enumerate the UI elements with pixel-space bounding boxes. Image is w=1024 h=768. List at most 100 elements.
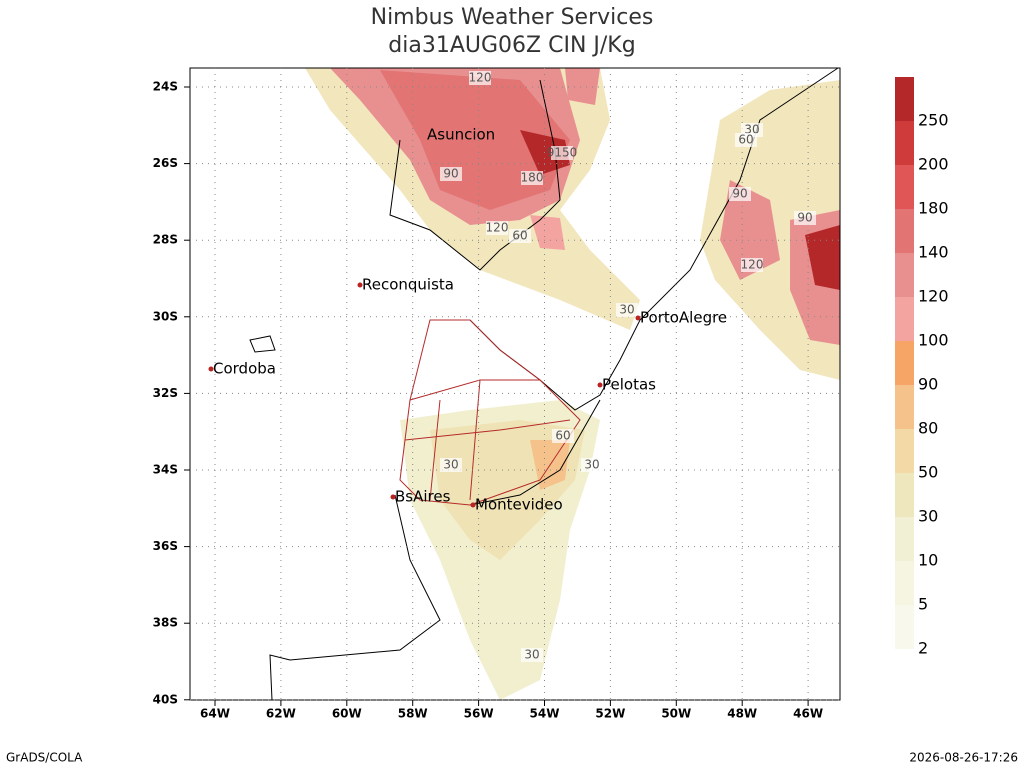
colorbar-box: [895, 165, 914, 209]
lat-label: 30S: [153, 309, 178, 323]
contour-label-bg: [616, 303, 638, 317]
city-dot: [390, 494, 396, 500]
colorbar-label: 250: [918, 111, 949, 130]
colorbar-box: [895, 209, 914, 253]
contour-label-bg: [729, 187, 751, 201]
contour-label-bg: [551, 146, 573, 160]
contour-label-bg: [440, 167, 462, 181]
contour-label: 60: [738, 133, 753, 147]
colorbar-box: [895, 121, 914, 165]
contour-label-bg: [521, 648, 543, 662]
colorbar-box: [895, 561, 914, 605]
colorbar-label: 120: [918, 287, 949, 306]
city-dot: [470, 502, 476, 508]
lat-label: 36S: [153, 539, 178, 553]
contour-label: 180: [521, 171, 544, 185]
city-dot: [357, 282, 363, 288]
border: [399, 319, 581, 506]
contour-label-bg: [440, 458, 462, 472]
colorbar-box: [895, 517, 914, 561]
colorbar-box: [895, 473, 914, 517]
lon-label: 46W: [793, 707, 823, 721]
colorbar-label: 80: [918, 419, 938, 438]
colorbar-label: 200: [918, 155, 949, 174]
lon-label: 64W: [200, 707, 230, 721]
lon-label: 48W: [727, 707, 757, 721]
colorbar-label: 2: [918, 639, 928, 658]
lon-label: 56W: [464, 707, 494, 721]
city-dot: [635, 315, 641, 321]
border: [404, 379, 571, 501]
contour-label: 60: [555, 429, 570, 443]
colorbar-label: 140: [918, 243, 949, 262]
lon-label: 54W: [530, 707, 560, 721]
city-label: Reconquista: [362, 276, 454, 294]
field: [565, 68, 600, 105]
colorbar-label: 10: [918, 551, 938, 570]
footer-left: GrADS/COLA: [6, 751, 83, 765]
lat-label: 34S: [153, 463, 178, 477]
contour-label-bg: [741, 258, 763, 272]
lon-label: 62W: [266, 707, 296, 721]
colorbar-label: 30: [918, 507, 938, 526]
lon-label: 52W: [595, 707, 625, 721]
footer-right: 2026-08-26-17:26: [909, 751, 1018, 765]
colorbar-box: [895, 385, 914, 429]
colorbar-box: [895, 297, 914, 341]
field: [805, 225, 840, 290]
city-label: Pelotas: [602, 376, 656, 394]
contour-label-bg: [735, 133, 757, 147]
contour-label: 60: [512, 229, 527, 243]
colorbar-label: 180: [918, 199, 949, 218]
subtitle: dia31AUG06Z CIN J/Kg: [388, 33, 635, 58]
contour-label-bg: [509, 229, 531, 243]
map-fields: [305, 68, 840, 700]
lat-label: 32S: [153, 386, 178, 400]
colorbar-label: 50: [918, 463, 938, 482]
lon-label: 60W: [332, 707, 362, 721]
contour-label-bg: [486, 221, 508, 235]
coastline: [469, 399, 601, 506]
city-label: PortoAlegre: [640, 309, 727, 327]
contour-label: 90: [797, 211, 812, 225]
title: Nimbus Weather Services: [371, 5, 654, 30]
colorbar-label: 5: [918, 595, 928, 614]
colorbar-box: [895, 77, 914, 121]
border: [389, 79, 561, 271]
colorbar-box: [895, 429, 914, 473]
contour-label: 90: [443, 167, 458, 181]
lon-label: 50W: [661, 707, 691, 721]
field: [720, 180, 780, 280]
city-dot: [208, 366, 214, 372]
contour-label: 30: [524, 648, 539, 662]
field: [530, 215, 565, 250]
colorbar-label: 90: [918, 375, 938, 394]
contour-label: 30: [584, 458, 599, 472]
state-borders: [399, 319, 581, 506]
lat-label: 28S: [153, 233, 178, 247]
contour-label: 30: [619, 303, 634, 317]
contour-label: 120: [741, 258, 764, 272]
lake: [249, 335, 276, 353]
city-label: Asuncion: [427, 126, 495, 144]
city-label: BsAires: [395, 488, 451, 506]
city-label: Cordoba: [213, 360, 276, 378]
contour-label: 30: [443, 458, 458, 472]
contour-label-bg: [794, 211, 816, 225]
city-label: Montevideo: [475, 496, 563, 514]
contour-label: 120: [486, 221, 509, 235]
lon-label: 58W: [398, 707, 428, 721]
contour-label-bg: [552, 429, 574, 443]
lat-label: 24S: [153, 80, 178, 94]
colorbar-box: [895, 341, 914, 385]
contour-label-bg: [581, 458, 603, 472]
colorbar-box: [895, 253, 914, 297]
coastline: [269, 494, 441, 701]
city-dot: [597, 382, 603, 388]
lat-label: 40S: [153, 692, 178, 706]
contour-label-bg: [521, 171, 543, 185]
colorbar-box: [895, 605, 914, 649]
contour-label: 120: [469, 71, 492, 85]
contour-label-bg: [469, 71, 491, 85]
